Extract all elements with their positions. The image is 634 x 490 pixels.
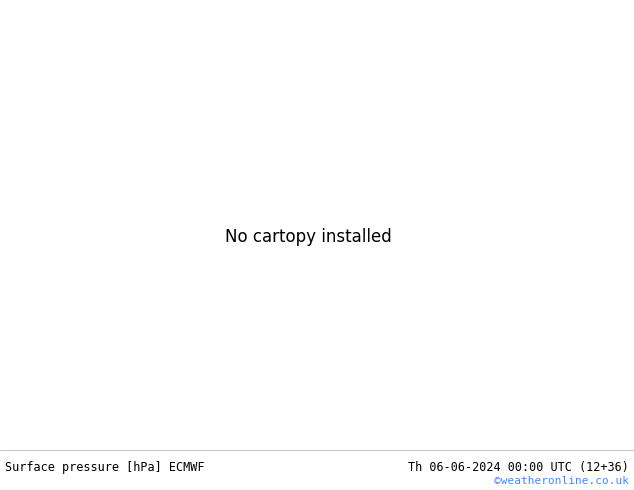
Text: Th 06-06-2024 00:00 UTC (12+36): Th 06-06-2024 00:00 UTC (12+36) — [408, 461, 629, 474]
Text: Surface pressure [hPa] ECMWF: Surface pressure [hPa] ECMWF — [5, 461, 205, 474]
Text: ©weatheronline.co.uk: ©weatheronline.co.uk — [494, 476, 629, 486]
Text: No cartopy installed: No cartopy installed — [225, 228, 392, 246]
